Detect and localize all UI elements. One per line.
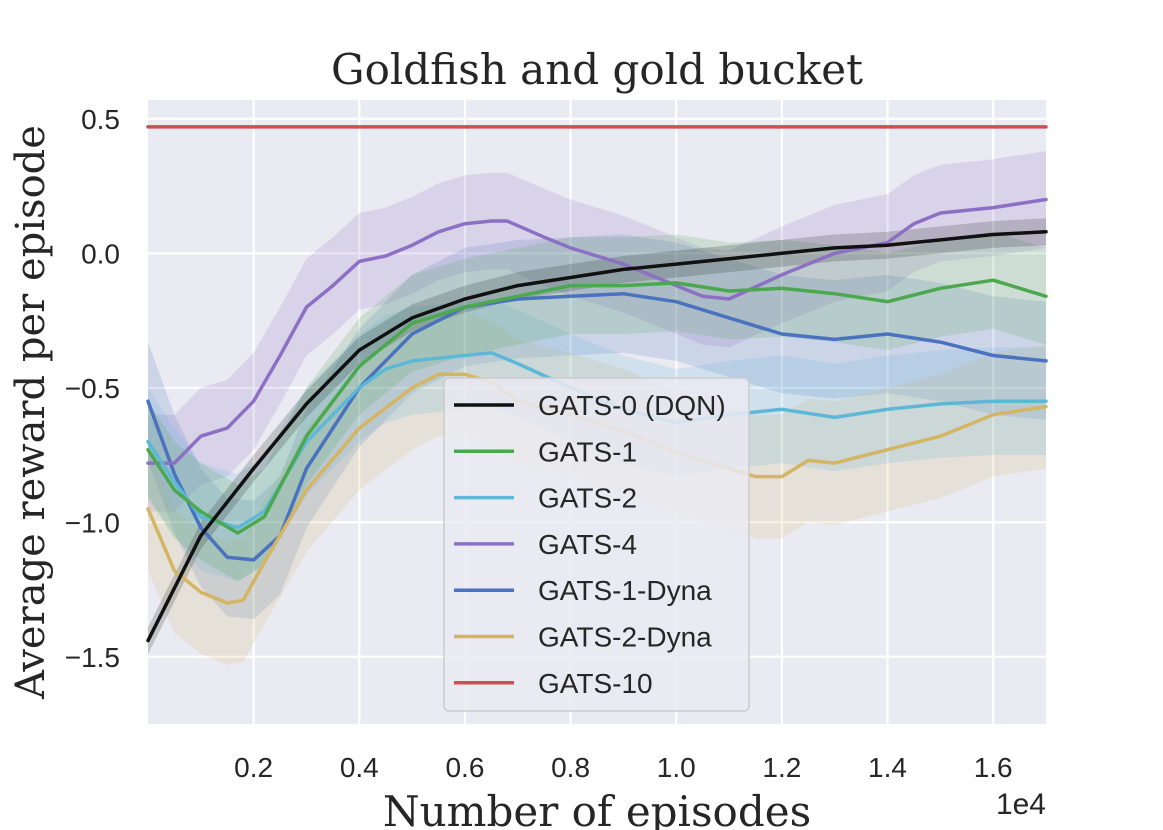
x-axis-label: Number of episodes [383,787,811,830]
legend-label-gats-4: GATS-4 [538,529,637,560]
y-tick-label: −1.0 [65,507,120,538]
series-line-gats-0-dqn [146,230,1048,643]
legend-label-gats-2-dyna: GATS-2-Dyna [538,622,712,653]
series-line-gats-1 [146,278,1048,535]
legend-label-gats-2: GATS-2 [538,483,637,514]
y-tick-label: 0.5 [81,104,120,135]
legend-label-gats-1-dyna: GATS-1-Dyna [538,575,712,606]
y-tick-label: −1.5 [65,642,120,673]
x-tick-label: 0.2 [234,752,273,783]
x-tick-label: 1.0 [657,752,696,783]
x-tick-label: 1.2 [762,752,801,783]
y-tick-label: 0.0 [81,238,120,269]
x-tick-label: 0.4 [340,752,379,783]
chart-title: Goldfish and gold bucket [331,45,863,94]
series-line-gats-1-dyna [146,291,1048,562]
x-tick-label: 1.6 [974,752,1013,783]
x-tick-label: 1.4 [868,752,907,783]
x-offset-label: 1e4 [996,788,1046,821]
x-tick-label: 0.8 [551,752,590,783]
band-gats-1-dyna [148,234,1046,620]
y-tick-labels: 0.5 0.0 −0.5 −1.0 −1.5 [65,104,120,673]
y-tick-label: −0.5 [65,373,120,404]
legend-box [443,377,750,712]
legend-label-gats-10: GATS-10 [538,668,653,699]
series-lines [146,125,1048,643]
band-gats-1 [148,231,1046,582]
y-axis-label: Average reward per episode [8,125,54,700]
band-gats-2-dyna [148,312,1046,665]
x-tick-labels: 0.2 0.4 0.6 0.8 1.0 1.2 1.4 1.6 [234,752,1012,783]
band-gats-4 [148,151,1046,512]
x-tick-label: 0.6 [445,752,484,783]
legend: GATS-0 (DQN) GATS-1 GATS-2 GATS-4 GATS-1-Dyn… [443,377,750,712]
legend-label-gats-0-dqn: GATS-0 (DQN) [538,390,726,421]
legend-label-gats-1: GATS-1 [538,436,637,467]
series-line-gats-2 [146,351,1048,530]
